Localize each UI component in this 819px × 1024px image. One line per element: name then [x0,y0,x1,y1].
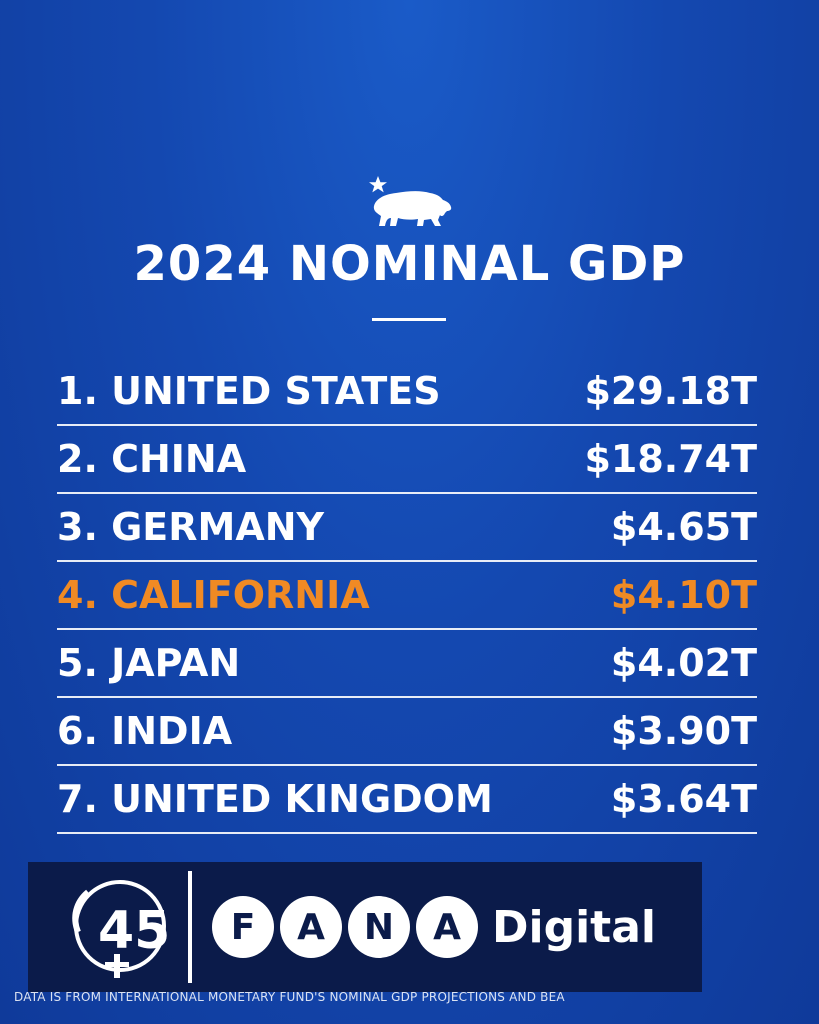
country-name: 3. GERMANY [57,505,325,549]
table-row: 4. CALIFORNIA $4.10T [57,562,757,630]
gdp-value: $4.10T [610,573,757,617]
svg-text:45: 45 [98,901,170,961]
table-row: 2. CHINA $18.74T [57,426,757,494]
watermark-letter: A [416,896,478,958]
watermark-digital-text: Digital [492,901,656,953]
country-name: 4. CALIFORNIA [57,573,370,617]
country-name: 6. INDIA [57,709,233,753]
source-footnote: DATA IS FROM INTERNATIONAL MONETARY FUND… [14,990,565,1004]
watermark-divider [188,871,192,983]
gdp-value: $4.02T [610,641,757,685]
star-icon [369,176,387,193]
gdp-ranking-list: 1. UNITED STATES $29.18T 2. CHINA $18.74T 3.… [57,358,757,834]
country-name: 1. UNITED STATES [57,369,441,413]
watermark-letter: A [280,896,342,958]
gdp-value: $29.18T [584,369,757,413]
watermark-letter: F [212,896,274,958]
fana-45-logo-icon: 45 [72,880,170,978]
gdp-value: $4.65T [610,505,757,549]
california-bear-icon [369,176,452,226]
country-name: 7. UNITED KINGDOM [57,777,493,821]
gdp-value: $18.74T [584,437,757,481]
gdp-value: $3.90T [610,709,757,753]
country-name: 2. CHINA [57,437,247,481]
watermark-letter: N [348,896,410,958]
table-row: 1. UNITED STATES $29.18T [57,358,757,426]
table-row: 3. GERMANY $4.65T [57,494,757,562]
table-row: 7. UNITED KINGDOM $3.64T [57,766,757,834]
table-row: 6. INDIA $3.90T [57,698,757,766]
table-row: 5. JAPAN $4.02T [57,630,757,698]
country-name: 5. JAPAN [57,641,241,685]
title-divider [372,318,446,321]
page-title: 2024 NOMINAL GDP [133,236,686,292]
gdp-value: $3.64T [610,777,757,821]
